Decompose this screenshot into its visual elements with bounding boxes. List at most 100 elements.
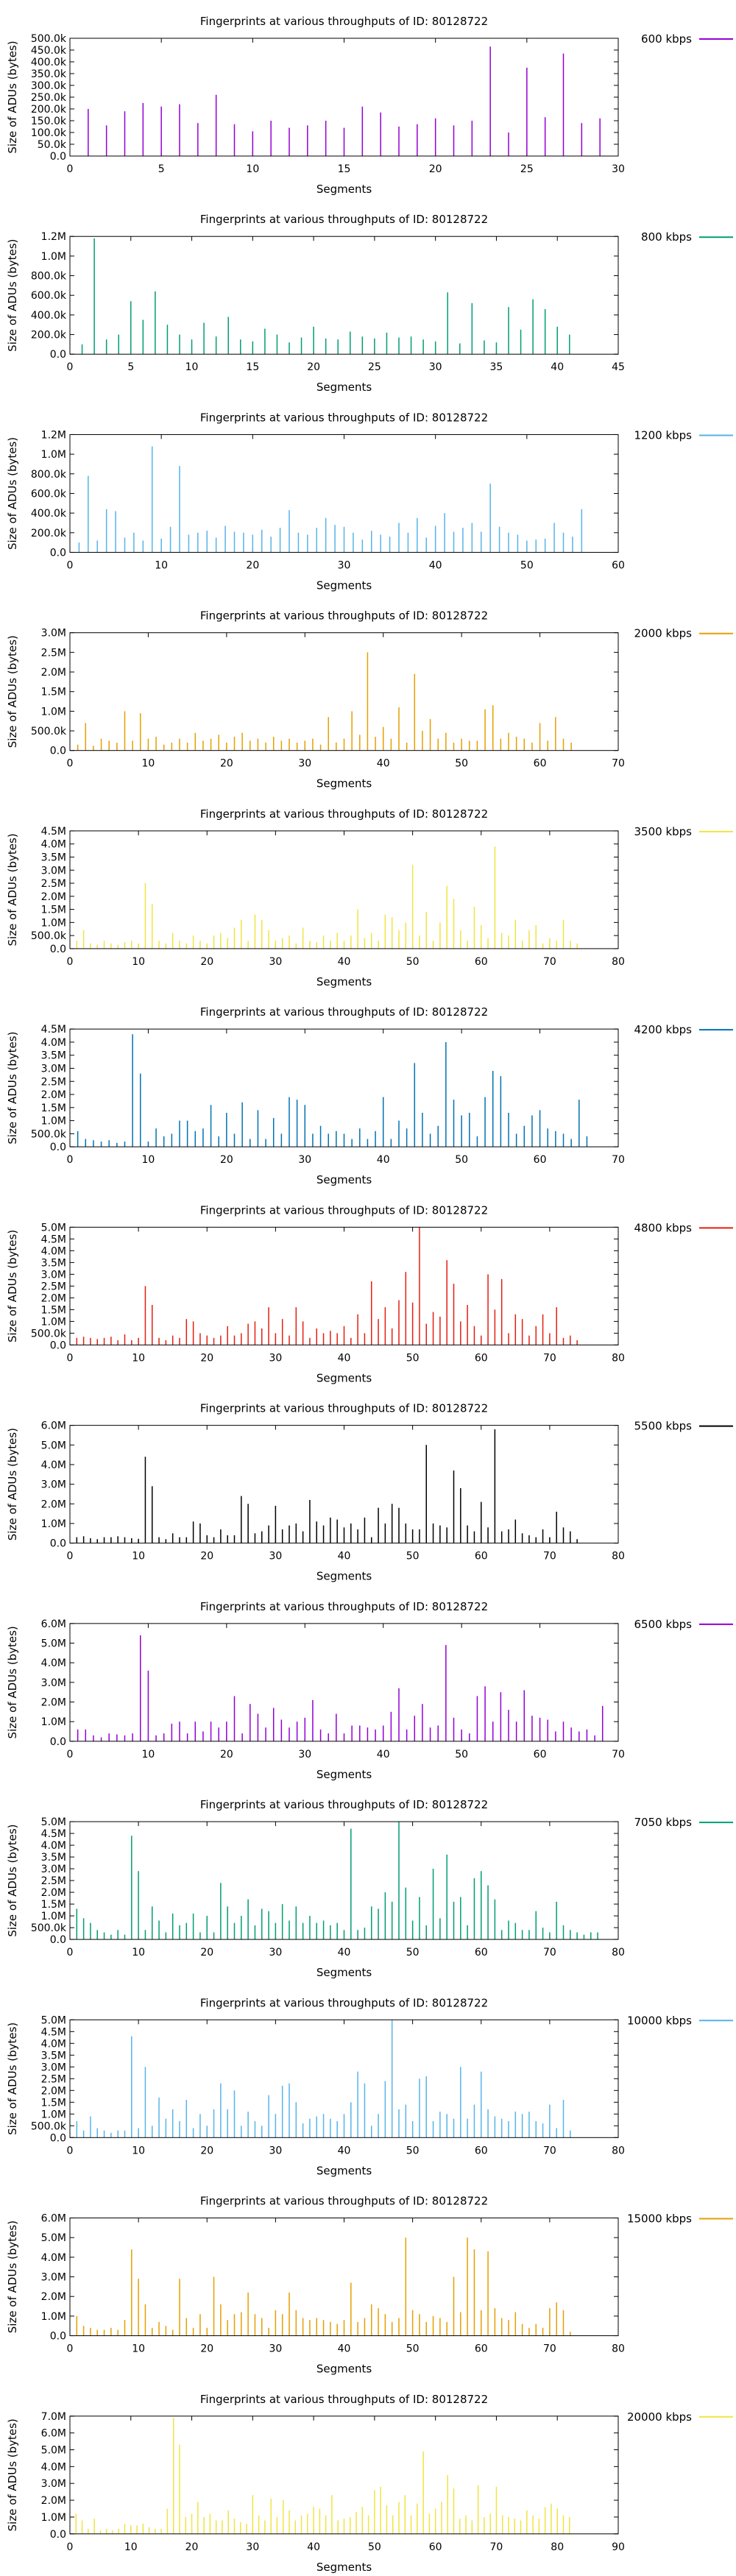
y-tick-label: 400.0k [31, 508, 67, 520]
chart-panel: Fingerprints at various throughputs of I… [6, 1402, 733, 1583]
y-tick-label: 1.0M [41, 2311, 66, 2323]
y-tick-label: 3.0M [41, 1864, 66, 1875]
y-tick-label: 3.5M [41, 852, 66, 863]
y-tick-label: 1.2M [41, 429, 66, 441]
y-tick-label: 5.0M [41, 1638, 66, 1650]
x-tick-label: 20 [220, 1749, 233, 1761]
x-tick-label: 80 [612, 956, 625, 968]
y-tick-label: 2.0M [41, 1498, 66, 1510]
y-tick-label: 0.0 [50, 1142, 66, 1153]
chart-title: Fingerprints at various throughputs of I… [200, 2393, 488, 2406]
y-tick-label: 0.0 [50, 1340, 66, 1351]
x-tick-label: 30 [298, 758, 311, 770]
x-axis-label: Segments [316, 975, 372, 988]
y-tick-label: 0.0 [50, 547, 66, 559]
x-tick-label: 30 [612, 163, 625, 175]
y-tick-label: 2.5M [41, 647, 66, 659]
legend-label: 1200 kbps [634, 428, 693, 442]
y-tick-label: 1.0M [41, 1316, 66, 1328]
x-tick-label: 80 [551, 2541, 564, 2553]
chart-title: Fingerprints at various throughputs of I… [200, 1996, 488, 2009]
y-tick-label: 200.0k [31, 104, 67, 116]
chart-panel: Fingerprints at various throughputs of I… [6, 1996, 733, 2177]
y-tick-label: 2.0M [41, 2291, 66, 2303]
y-axis-label: Size of ADUs (bytes) [6, 437, 19, 550]
chart-panel: Fingerprints at various throughputs of I… [6, 2195, 733, 2376]
plot-border [69, 1028, 619, 1147]
y-tick-label: 200.0k [31, 330, 67, 342]
chart-panel: Fingerprints at various throughputs of I… [6, 1600, 733, 1781]
x-tick-label: 30 [269, 956, 282, 968]
x-tick-label: 60 [475, 956, 488, 968]
y-tick-label: 0.0 [50, 2132, 66, 2144]
y-tick-label: 250.0k [31, 92, 67, 104]
y-tick-label: 1.5M [41, 2097, 66, 2109]
x-tick-label: 70 [543, 1551, 556, 1563]
y-tick-label: 500.0k [31, 1128, 67, 1140]
y-tick-label: 1.5M [41, 1103, 66, 1114]
y-tick-label: 2.0M [41, 891, 66, 903]
y-tick-label: 2.0M [41, 2085, 66, 2097]
x-tick-label: 20 [200, 2145, 213, 2156]
plot-border [69, 2218, 619, 2337]
legend-label: 4200 kbps [634, 1023, 693, 1036]
y-tick-label: 2.0M [41, 1089, 66, 1101]
y-tick-label: 1.5M [41, 687, 66, 698]
chart-title: Fingerprints at various throughputs of I… [200, 15, 488, 28]
y-tick-label: 2.5M [41, 1076, 66, 1088]
chart-panel: Fingerprints at various throughputs of I… [6, 411, 733, 592]
y-axis-label: Size of ADUs (bytes) [6, 1824, 19, 1936]
y-tick-label: 4.5M [41, 2026, 66, 2038]
x-tick-label: 70 [612, 758, 625, 770]
y-tick-label: 300.0k [31, 80, 67, 92]
chart-panel: Fingerprints at various throughputs of I… [6, 1798, 733, 1979]
chart-title: Fingerprints at various throughputs of I… [200, 1203, 488, 1217]
x-tick-label: 40 [551, 361, 564, 373]
x-tick-label: 80 [612, 2343, 625, 2355]
chart-panel: Fingerprints at various throughputs of I… [6, 1203, 733, 1384]
y-tick-label: 4.0M [41, 1245, 66, 1257]
x-tick-label: 70 [543, 2343, 556, 2355]
x-tick-label: 60 [534, 1749, 547, 1761]
x-tick-label: 25 [520, 163, 534, 175]
x-tick-label: 40 [338, 1352, 351, 1364]
x-tick-label: 10 [132, 2145, 145, 2156]
x-tick-label: 50 [455, 1749, 468, 1761]
y-tick-label: 150.0k [31, 116, 67, 127]
legend-label: 5500 kbps [634, 1420, 693, 1433]
x-tick-label: 30 [246, 2541, 259, 2553]
y-tick-label: 3.0M [41, 1479, 66, 1491]
chart-panel: Fingerprints at various throughputs of I… [6, 15, 733, 196]
y-tick-label: 0.0 [50, 746, 66, 757]
x-tick-label: 10 [132, 1352, 145, 1364]
y-tick-label: 1.0M [41, 1116, 66, 1128]
x-tick-label: 50 [406, 2145, 420, 2156]
x-tick-label: 30 [429, 361, 442, 373]
x-axis-label: Segments [316, 2164, 372, 2177]
y-tick-label: 3.5M [41, 1852, 66, 1864]
x-axis-label: Segments [316, 1570, 372, 1583]
y-tick-label: 4.0M [41, 1037, 66, 1049]
x-tick-label: 15 [246, 361, 259, 373]
legend-label: 10000 kbps [627, 2014, 692, 2027]
x-tick-label: 0 [67, 2145, 74, 2156]
x-tick-label: 20 [185, 2541, 199, 2553]
x-tick-label: 60 [612, 559, 625, 571]
x-tick-label: 0 [67, 559, 74, 571]
x-tick-label: 0 [67, 1551, 74, 1563]
y-tick-label: 0.0 [50, 1538, 66, 1550]
x-tick-label: 0 [67, 1947, 74, 1958]
x-tick-label: 10 [132, 1947, 145, 1958]
x-axis-label: Segments [316, 1966, 372, 1979]
y-axis-label: Size of ADUs (bytes) [6, 2418, 19, 2531]
y-tick-label: 2.0M [41, 1697, 66, 1709]
x-tick-label: 20 [307, 361, 320, 373]
chart-title: Fingerprints at various throughputs of I… [200, 2195, 488, 2208]
chart-title: Fingerprints at various throughputs of I… [200, 807, 488, 821]
y-tick-label: 3.0M [41, 2272, 66, 2284]
x-tick-label: 20 [200, 1551, 213, 1563]
y-tick-label: 2.5M [41, 1875, 66, 1887]
y-tick-label: 3.0M [41, 865, 66, 877]
y-tick-label: 2.5M [41, 878, 66, 890]
